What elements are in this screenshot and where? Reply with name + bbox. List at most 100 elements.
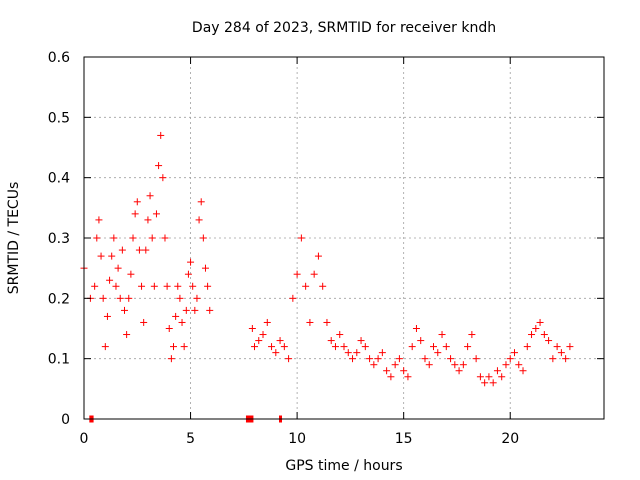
x-axis-label: GPS time / hours xyxy=(285,458,402,474)
axis-ticks: 0 0.1 0.2 0.3 0.4 0.5 0.6 0 5 10 15 20 xyxy=(48,50,604,447)
data-point xyxy=(349,355,357,363)
data-point xyxy=(395,355,403,363)
data-point xyxy=(404,373,412,381)
x-tick-label: 0 xyxy=(80,431,89,447)
data-point xyxy=(434,349,442,357)
data-point xyxy=(400,367,408,375)
data-point xyxy=(101,343,109,351)
data-point xyxy=(549,355,557,363)
data-point xyxy=(152,210,160,218)
data-point xyxy=(557,349,565,357)
data-point xyxy=(523,343,531,351)
data-point xyxy=(133,198,141,206)
data-point xyxy=(120,306,128,314)
data-point xyxy=(138,282,146,290)
x-tick-label: 10 xyxy=(288,431,306,447)
data-point xyxy=(297,234,305,242)
data-point xyxy=(142,246,150,254)
data-point xyxy=(289,294,297,302)
data-point xyxy=(455,367,463,375)
data-point xyxy=(144,216,152,224)
data-point xyxy=(182,306,190,314)
data-point xyxy=(99,294,107,302)
data-point xyxy=(201,264,209,272)
data-point xyxy=(195,216,203,224)
data-point xyxy=(562,355,570,363)
grid xyxy=(84,57,604,419)
data-point xyxy=(485,373,493,381)
data-point xyxy=(408,343,416,351)
data-point xyxy=(353,349,361,357)
data-point xyxy=(163,282,171,290)
data-point xyxy=(165,325,173,332)
data-point xyxy=(357,337,365,345)
data-point xyxy=(103,312,111,320)
data-point xyxy=(263,318,271,326)
data-point xyxy=(174,282,182,290)
data-point xyxy=(374,355,382,363)
data-point xyxy=(302,282,310,290)
data-point xyxy=(378,349,386,357)
data-point xyxy=(481,379,489,387)
data-points xyxy=(80,131,574,387)
data-point xyxy=(118,246,126,254)
data-point xyxy=(155,162,163,170)
data-point xyxy=(172,312,180,320)
data-point xyxy=(125,294,133,302)
data-point xyxy=(184,270,192,278)
data-point xyxy=(106,276,114,284)
data-point xyxy=(293,270,301,278)
data-point xyxy=(108,252,116,260)
data-point xyxy=(528,331,536,339)
y-tick-label: 0.6 xyxy=(48,50,70,66)
data-point xyxy=(204,282,212,290)
data-point xyxy=(116,294,124,302)
data-point xyxy=(472,355,480,363)
y-tick-label: 0.4 xyxy=(48,171,70,187)
data-point xyxy=(451,361,459,369)
x-tick-label: 20 xyxy=(501,431,519,447)
data-point xyxy=(259,331,267,339)
data-point xyxy=(95,216,103,224)
data-point xyxy=(327,337,335,345)
data-point xyxy=(114,264,122,272)
data-point xyxy=(510,349,518,357)
data-point xyxy=(157,131,165,139)
data-point xyxy=(127,270,135,278)
data-point xyxy=(464,343,472,351)
data-point xyxy=(280,343,288,351)
data-point xyxy=(272,349,280,357)
data-point xyxy=(476,373,484,381)
data-point xyxy=(180,343,188,351)
data-point xyxy=(193,294,201,302)
data-point xyxy=(366,355,374,363)
data-point xyxy=(566,343,574,351)
x-tick-label: 15 xyxy=(395,431,413,447)
data-point xyxy=(438,331,446,339)
data-point xyxy=(361,343,369,351)
data-point xyxy=(135,246,143,254)
data-point xyxy=(383,367,391,375)
data-point xyxy=(442,343,450,351)
data-point xyxy=(310,270,318,278)
y-tick-label: 0.5 xyxy=(48,110,70,126)
data-point xyxy=(110,234,118,242)
y-axis-label: SRMTID / TECUs xyxy=(6,182,22,295)
data-point xyxy=(506,355,514,363)
data-point xyxy=(498,373,506,381)
data-point xyxy=(459,361,467,369)
data-point xyxy=(150,282,158,290)
data-point xyxy=(331,343,339,351)
data-point xyxy=(417,337,425,345)
data-point xyxy=(178,318,186,326)
data-point xyxy=(502,361,510,369)
data-point xyxy=(176,294,184,302)
data-point xyxy=(112,282,120,290)
data-point xyxy=(306,318,314,326)
data-point xyxy=(189,282,197,290)
data-point xyxy=(447,355,455,363)
data-point xyxy=(255,337,263,345)
data-point xyxy=(493,367,501,375)
data-point xyxy=(276,337,284,345)
